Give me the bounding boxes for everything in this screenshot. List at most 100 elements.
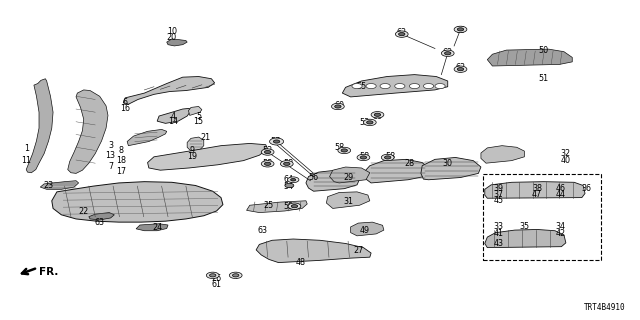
Circle shape bbox=[367, 121, 373, 124]
Text: 17: 17 bbox=[116, 167, 126, 176]
Circle shape bbox=[261, 149, 274, 155]
Text: 65: 65 bbox=[456, 26, 465, 35]
Text: 37: 37 bbox=[493, 190, 504, 199]
Text: 7: 7 bbox=[108, 162, 113, 171]
Text: 15: 15 bbox=[194, 117, 204, 126]
Polygon shape bbox=[487, 49, 572, 66]
Text: 35: 35 bbox=[519, 222, 529, 231]
Text: 58: 58 bbox=[360, 152, 370, 161]
Polygon shape bbox=[167, 39, 187, 46]
Polygon shape bbox=[484, 182, 585, 198]
Text: 33: 33 bbox=[494, 222, 504, 231]
Text: TRT4B4910: TRT4B4910 bbox=[584, 303, 625, 312]
Text: 43: 43 bbox=[494, 239, 504, 248]
Circle shape bbox=[380, 84, 390, 89]
Text: 41: 41 bbox=[494, 229, 504, 238]
Circle shape bbox=[352, 84, 362, 89]
Text: 50: 50 bbox=[538, 45, 548, 55]
Polygon shape bbox=[188, 107, 202, 116]
Text: 39: 39 bbox=[493, 184, 504, 193]
Text: 20: 20 bbox=[167, 33, 177, 42]
Text: 38: 38 bbox=[532, 184, 542, 193]
Text: 34: 34 bbox=[556, 222, 566, 231]
Circle shape bbox=[385, 156, 391, 159]
Text: 16: 16 bbox=[120, 104, 130, 113]
Polygon shape bbox=[89, 212, 115, 220]
Circle shape bbox=[371, 112, 384, 118]
Circle shape bbox=[410, 84, 420, 89]
Text: 61: 61 bbox=[212, 280, 221, 289]
Polygon shape bbox=[481, 146, 524, 163]
Circle shape bbox=[458, 28, 464, 31]
Text: 48: 48 bbox=[296, 258, 306, 267]
Circle shape bbox=[458, 68, 464, 71]
Text: 31: 31 bbox=[344, 197, 354, 206]
Text: 24: 24 bbox=[152, 223, 162, 232]
Polygon shape bbox=[364, 159, 430, 183]
Text: 30: 30 bbox=[443, 159, 452, 168]
Circle shape bbox=[291, 179, 296, 181]
Text: 13: 13 bbox=[106, 151, 116, 160]
Circle shape bbox=[338, 147, 351, 154]
Circle shape bbox=[360, 156, 367, 159]
Text: 55: 55 bbox=[356, 82, 367, 91]
Text: 58: 58 bbox=[385, 152, 396, 161]
Polygon shape bbox=[148, 143, 268, 170]
Text: 1: 1 bbox=[24, 144, 29, 153]
Polygon shape bbox=[136, 224, 168, 231]
Text: 8: 8 bbox=[118, 146, 124, 155]
Circle shape bbox=[454, 66, 467, 72]
Circle shape bbox=[396, 31, 408, 37]
Circle shape bbox=[232, 274, 239, 277]
Polygon shape bbox=[157, 108, 191, 123]
Text: 59: 59 bbox=[283, 202, 293, 211]
Text: 40: 40 bbox=[561, 156, 571, 164]
Text: 28: 28 bbox=[404, 159, 415, 168]
Polygon shape bbox=[52, 182, 223, 222]
Text: 25: 25 bbox=[264, 201, 274, 210]
Polygon shape bbox=[40, 181, 79, 189]
Circle shape bbox=[399, 33, 405, 36]
Polygon shape bbox=[26, 79, 53, 173]
Polygon shape bbox=[187, 137, 204, 151]
Circle shape bbox=[269, 138, 284, 145]
Text: 9: 9 bbox=[189, 146, 195, 155]
Circle shape bbox=[288, 203, 301, 209]
Text: 49: 49 bbox=[360, 226, 370, 235]
Polygon shape bbox=[127, 129, 167, 146]
Circle shape bbox=[335, 105, 341, 108]
Circle shape bbox=[264, 150, 271, 154]
Text: 27: 27 bbox=[353, 246, 364, 255]
Text: 53: 53 bbox=[360, 118, 370, 127]
Circle shape bbox=[332, 103, 344, 110]
Text: 54: 54 bbox=[283, 182, 293, 191]
Circle shape bbox=[442, 50, 454, 56]
Text: 60: 60 bbox=[334, 101, 344, 110]
Text: 63: 63 bbox=[257, 226, 268, 235]
Text: 57: 57 bbox=[270, 137, 280, 146]
Polygon shape bbox=[68, 90, 108, 173]
Bar bbox=[483, 174, 601, 260]
Text: 60: 60 bbox=[372, 112, 383, 121]
Text: 42: 42 bbox=[556, 229, 566, 238]
Text: 26: 26 bbox=[211, 274, 221, 283]
Text: FR.: FR. bbox=[39, 267, 58, 276]
Circle shape bbox=[261, 161, 274, 167]
Circle shape bbox=[357, 154, 370, 161]
Circle shape bbox=[264, 162, 271, 165]
Text: 11: 11 bbox=[21, 156, 31, 164]
Polygon shape bbox=[256, 239, 371, 263]
Text: 23: 23 bbox=[44, 181, 54, 190]
Circle shape bbox=[364, 119, 376, 125]
Text: 10: 10 bbox=[167, 27, 177, 36]
Text: 22: 22 bbox=[79, 207, 89, 216]
Text: 44: 44 bbox=[556, 190, 566, 199]
Circle shape bbox=[454, 26, 467, 33]
Text: 45: 45 bbox=[493, 196, 504, 205]
Text: 29: 29 bbox=[344, 173, 354, 182]
Text: 58: 58 bbox=[262, 159, 273, 168]
Polygon shape bbox=[421, 157, 481, 180]
Circle shape bbox=[395, 84, 405, 89]
Text: 32: 32 bbox=[561, 149, 571, 158]
Circle shape bbox=[287, 177, 299, 183]
